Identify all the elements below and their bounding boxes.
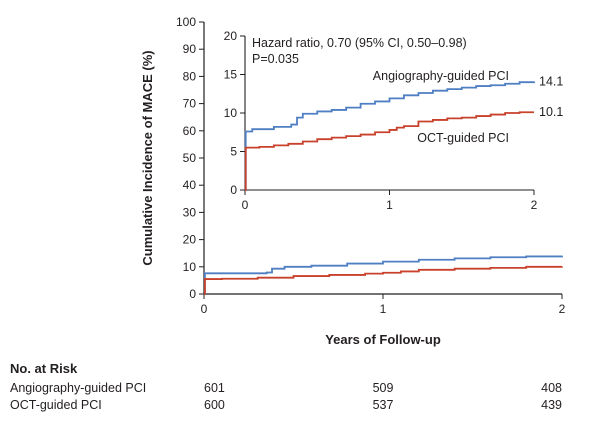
main-y-tick-label: 80 — [183, 69, 197, 83]
inset-series-label-oct: OCT-guided PCI — [417, 131, 509, 145]
inset-background — [205, 20, 579, 214]
risk-count: 408 — [541, 381, 562, 395]
risk-table-row: Angiography-guided PCI 601 509 408 — [10, 380, 594, 396]
inset-y-tick-label: 10 — [224, 106, 238, 120]
p-value-annotation: P=0.035 — [252, 52, 299, 66]
main-series-line-angiography — [204, 255, 563, 295]
risk-count: 537 — [372, 398, 394, 412]
main-y-axis-title: Cumulative Incidence of MACE (%) — [140, 50, 155, 265]
main-y-tick-label: 40 — [183, 178, 197, 192]
inset-x-tick-label: 1 — [386, 198, 393, 212]
main-y-tick-label: 50 — [183, 151, 197, 165]
hazard-ratio-annotation: Hazard ratio, 0.70 (95% CI, 0.50–0.98) — [252, 36, 467, 50]
inset-x-tick-label: 0 — [242, 198, 249, 212]
main-x-tick-label: 0 — [201, 302, 208, 316]
main-y-tick-label: 90 — [183, 42, 197, 56]
main-y-tick-label: 30 — [183, 205, 197, 219]
main-y-tick-label: 10 — [183, 260, 197, 274]
inset-series-line-angiography — [244, 81, 535, 191]
risk-count: 439 — [541, 398, 562, 412]
main-y-tick-label: 100 — [176, 15, 196, 29]
main-x-tick-label: 1 — [380, 302, 387, 316]
inset-series-label-angiography: Angiography-guided PCI — [373, 69, 509, 83]
inset-y-tick-label: 15 — [224, 68, 238, 82]
inset-end-label-oct: 10.1 — [539, 105, 563, 119]
inset-end-label-angiography: 14.1 — [539, 74, 563, 88]
risk-count: 509 — [372, 381, 394, 395]
main-x-axis-title: Years of Follow-up — [325, 332, 441, 347]
main-y-tick-label: 20 — [183, 233, 197, 247]
risk-row-label: OCT-guided PCI — [10, 398, 102, 412]
main-y-tick-label: 70 — [183, 97, 197, 111]
main-series-line-oct — [204, 265, 563, 295]
inset-y-tick-label: 0 — [230, 183, 237, 197]
inset-chart: 0 5 10 15 20 0 1 2 14.1 10.1 Angiography-guided PC… — [205, 20, 579, 214]
inset-y-tick-label: 5 — [230, 145, 237, 159]
inset-y-tick-label: 20 — [224, 29, 238, 43]
risk-count: 601 — [204, 381, 225, 395]
risk-count: 600 — [204, 398, 225, 412]
risk-row-label: Angiography-guided PCI — [10, 381, 147, 395]
main-y-tick-label: 0 — [189, 287, 196, 301]
risk-table-title: No. at Risk — [10, 361, 78, 376]
main-x-tick-label: 2 — [559, 302, 566, 316]
main-y-tick-label: 60 — [183, 124, 197, 138]
risk-table-row: OCT-guided PCI 600 537 439 — [10, 397, 594, 413]
inset-x-tick-label: 2 — [531, 198, 538, 212]
inset-series-line-oct — [244, 111, 534, 191]
